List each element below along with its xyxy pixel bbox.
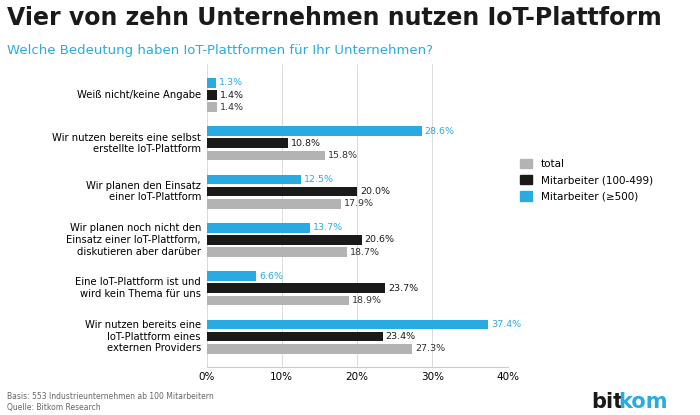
Bar [206,223,309,233]
Text: 10.8%: 10.8% [290,139,321,148]
Text: 23.4%: 23.4% [386,332,416,341]
Text: 1.4%: 1.4% [220,103,244,112]
Bar [206,344,412,354]
Bar [206,235,361,245]
Text: 27.3%: 27.3% [415,344,445,353]
Text: 28.6%: 28.6% [425,127,455,136]
Bar [206,283,385,293]
Text: Quelle: Bitkom Research: Quelle: Bitkom Research [7,403,101,412]
Bar [206,320,488,330]
Text: 18.9%: 18.9% [351,296,382,305]
Bar [206,295,349,305]
Text: Basis: 553 Industrieunternehmen ab 100 Mitarbeitern: Basis: 553 Industrieunternehmen ab 100 M… [7,392,214,401]
Bar [206,127,421,136]
Text: Welche Bedeutung haben IoT-Plattformen für Ihr Unternehmen?: Welche Bedeutung haben IoT-Plattformen f… [7,44,433,56]
Bar [206,187,357,196]
Bar [206,151,326,160]
Text: 20.6%: 20.6% [365,235,395,244]
Text: 1.4%: 1.4% [220,90,244,100]
Bar [206,199,341,209]
Text: 20.0%: 20.0% [360,187,390,196]
Text: Vier von zehn Unternehmen nutzen IoT-Plattform: Vier von zehn Unternehmen nutzen IoT-Pla… [7,6,662,30]
Bar [206,78,216,88]
Text: 23.7%: 23.7% [388,284,418,293]
Text: 18.7%: 18.7% [350,247,380,256]
Text: 6.6%: 6.6% [259,272,284,281]
Bar [206,271,256,281]
Text: 17.9%: 17.9% [344,199,374,208]
Bar [206,90,217,100]
Legend: total, Mitarbeiter (100-499), Mitarbeiter (≥500): total, Mitarbeiter (100-499), Mitarbeite… [516,154,657,206]
Bar [206,247,347,257]
Bar [206,139,288,148]
Text: bit: bit [592,392,624,412]
Text: 37.4%: 37.4% [491,320,521,329]
Bar [206,332,383,342]
Text: 13.7%: 13.7% [313,223,343,232]
Text: 15.8%: 15.8% [328,151,358,160]
Bar [206,175,300,184]
Text: kom: kom [618,392,668,412]
Text: 12.5%: 12.5% [304,175,334,184]
Bar [206,102,217,112]
Text: 1.3%: 1.3% [219,78,244,88]
